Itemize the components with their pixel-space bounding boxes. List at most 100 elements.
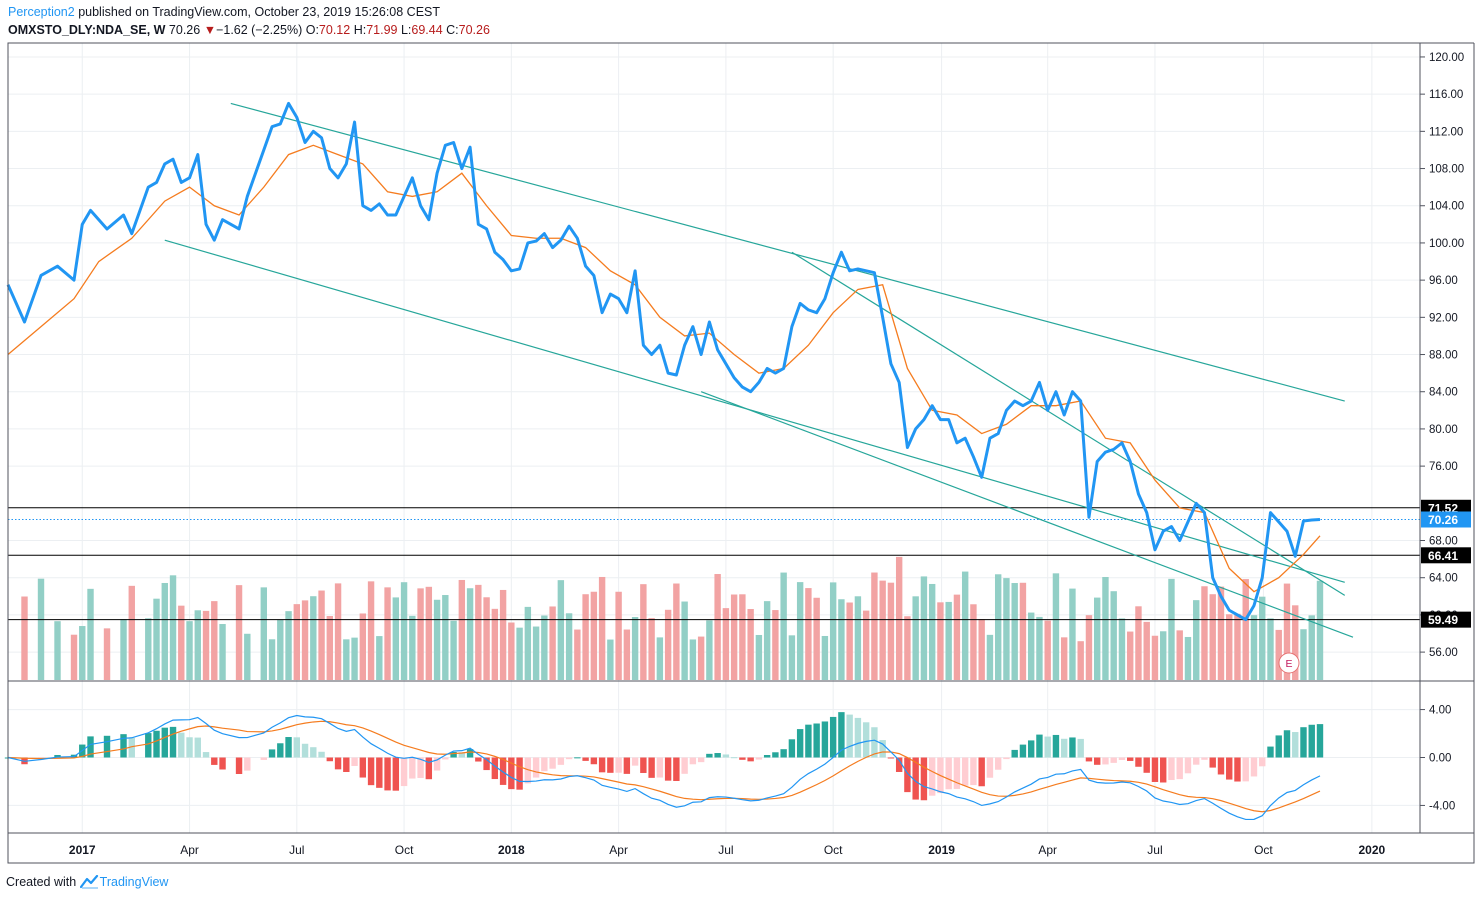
macd-histogram-bar — [260, 757, 267, 760]
last-price-tag-label: 70.26 — [1428, 513, 1458, 527]
macd-histogram-bar — [895, 757, 903, 772]
volume-bar — [1011, 583, 1018, 680]
macd-histogram-bar — [1217, 757, 1225, 775]
volume-bar — [879, 580, 886, 680]
macd-histogram-bar — [169, 726, 177, 758]
volume-bar — [1226, 614, 1233, 680]
macd-histogram-bar — [1234, 757, 1241, 782]
volume-bar — [37, 578, 45, 680]
author-link[interactable]: Perception2 — [8, 5, 75, 19]
volume-bar — [483, 597, 490, 680]
volume-bar — [400, 582, 408, 680]
volume-bar — [194, 610, 201, 680]
volume-bar — [334, 583, 342, 680]
macd-histogram-bar — [202, 752, 210, 758]
macd-histogram-bar — [334, 757, 342, 770]
volume-bar — [1250, 615, 1258, 680]
macd-histogram-bar — [145, 733, 152, 758]
macd-histogram-bar — [648, 757, 655, 778]
volume-bar — [871, 572, 878, 680]
volume-bar — [293, 604, 301, 680]
macd-histogram-bar — [1069, 737, 1076, 758]
macd-histogram-bar — [450, 751, 457, 758]
volume-bar — [838, 599, 845, 680]
low-value: 69.44 — [411, 23, 443, 37]
y-tick-label: 100.00 — [1429, 238, 1464, 250]
volume-bar — [54, 621, 61, 680]
macd-histogram-bar — [970, 757, 977, 786]
macd-histogram-bar — [664, 757, 672, 781]
x-tick-label: Oct — [395, 843, 414, 857]
low-label: L: — [400, 23, 412, 37]
volume-bar — [623, 629, 631, 680]
y-tick-label: 64.00 — [1429, 573, 1458, 585]
level-tag-label: 66.41 — [1428, 549, 1458, 563]
macd-histogram-bar — [499, 757, 507, 785]
x-tick-label: Apr — [609, 843, 628, 857]
macd-histogram-bar — [1019, 744, 1027, 758]
macd-histogram-bar — [615, 757, 622, 773]
trendline — [791, 251, 1346, 596]
macd-histogram-bar — [1275, 735, 1282, 758]
price-change: −1.62 (−2.25%) — [216, 23, 303, 37]
macd-histogram-bar — [689, 757, 697, 765]
volume-bar — [772, 610, 779, 680]
macd-histogram-bar — [1160, 757, 1167, 783]
x-tick-label: 2019 — [928, 843, 955, 857]
volume-bar — [491, 608, 499, 680]
y-tick-label: 76.00 — [1429, 461, 1458, 473]
macd-histogram-bar — [1118, 757, 1126, 760]
tradingview-logo-icon — [79, 874, 100, 894]
volume-bar — [706, 620, 713, 680]
symbol-label[interactable]: OMXSTO_DLY:NDA_SE, W — [8, 23, 166, 37]
volume-bar — [813, 597, 820, 680]
volume-bar — [219, 624, 226, 680]
volume-bar — [1308, 615, 1315, 680]
volume-bar — [120, 619, 127, 680]
macd-histogram-bar — [417, 757, 424, 778]
volume-bar — [788, 635, 796, 680]
macd-histogram-bar — [862, 722, 870, 758]
volume-bar — [887, 582, 895, 680]
macd-histogram-bar — [631, 757, 639, 766]
down-arrow-icon: ▼ — [203, 23, 217, 37]
macd-tick-label: 4.00 — [1429, 705, 1451, 717]
horizontal-levels[interactable] — [8, 507, 1420, 621]
volume-bar — [417, 588, 424, 680]
volume-bar — [631, 617, 639, 680]
volume-bar — [945, 601, 952, 680]
trendlines[interactable] — [164, 102, 1354, 638]
x-tick-label: Jul — [289, 843, 304, 857]
macd-histogram-bar — [1267, 746, 1274, 758]
macd-histogram-bar — [1110, 757, 1117, 763]
volume-bar — [648, 618, 655, 680]
volume-bar — [235, 585, 243, 680]
macd-histogram-bar — [722, 754, 730, 758]
volume-bar — [747, 609, 754, 680]
macd-histogram-bar — [128, 737, 135, 758]
tradingview-brand[interactable]: TradingView — [99, 875, 169, 889]
volume-bar — [153, 598, 160, 680]
volume-bar — [739, 594, 746, 680]
macd-histogram-bar — [1094, 757, 1101, 765]
macd-histogram-bar — [656, 757, 664, 778]
macd-histogram-bar — [285, 737, 292, 758]
volume-bars — [21, 556, 1324, 680]
macd-histogram-bar — [376, 757, 383, 788]
macd-histogram-bar — [442, 757, 449, 760]
macd-histogram-bar — [466, 749, 474, 758]
macd-histogram-bar — [367, 757, 375, 786]
volume-bar — [895, 556, 903, 680]
macd-histogram-bar — [268, 749, 276, 758]
chart-axes: 2017 Apr Jul Oct 2018 Apr Jul Oct 2019 Apr Jul Oct 2… — [69, 52, 1471, 857]
macd-histogram-bar — [747, 757, 754, 762]
macd-histogram-bar — [1052, 734, 1060, 758]
x-tick-label: Jul — [718, 843, 733, 857]
volume-bar — [425, 586, 433, 680]
volume-bar — [1201, 586, 1208, 680]
volume-bar — [211, 601, 218, 680]
volume-bar — [161, 582, 168, 680]
macd-histogram-bar — [590, 757, 598, 765]
macd-histogram-bar — [1027, 740, 1035, 758]
